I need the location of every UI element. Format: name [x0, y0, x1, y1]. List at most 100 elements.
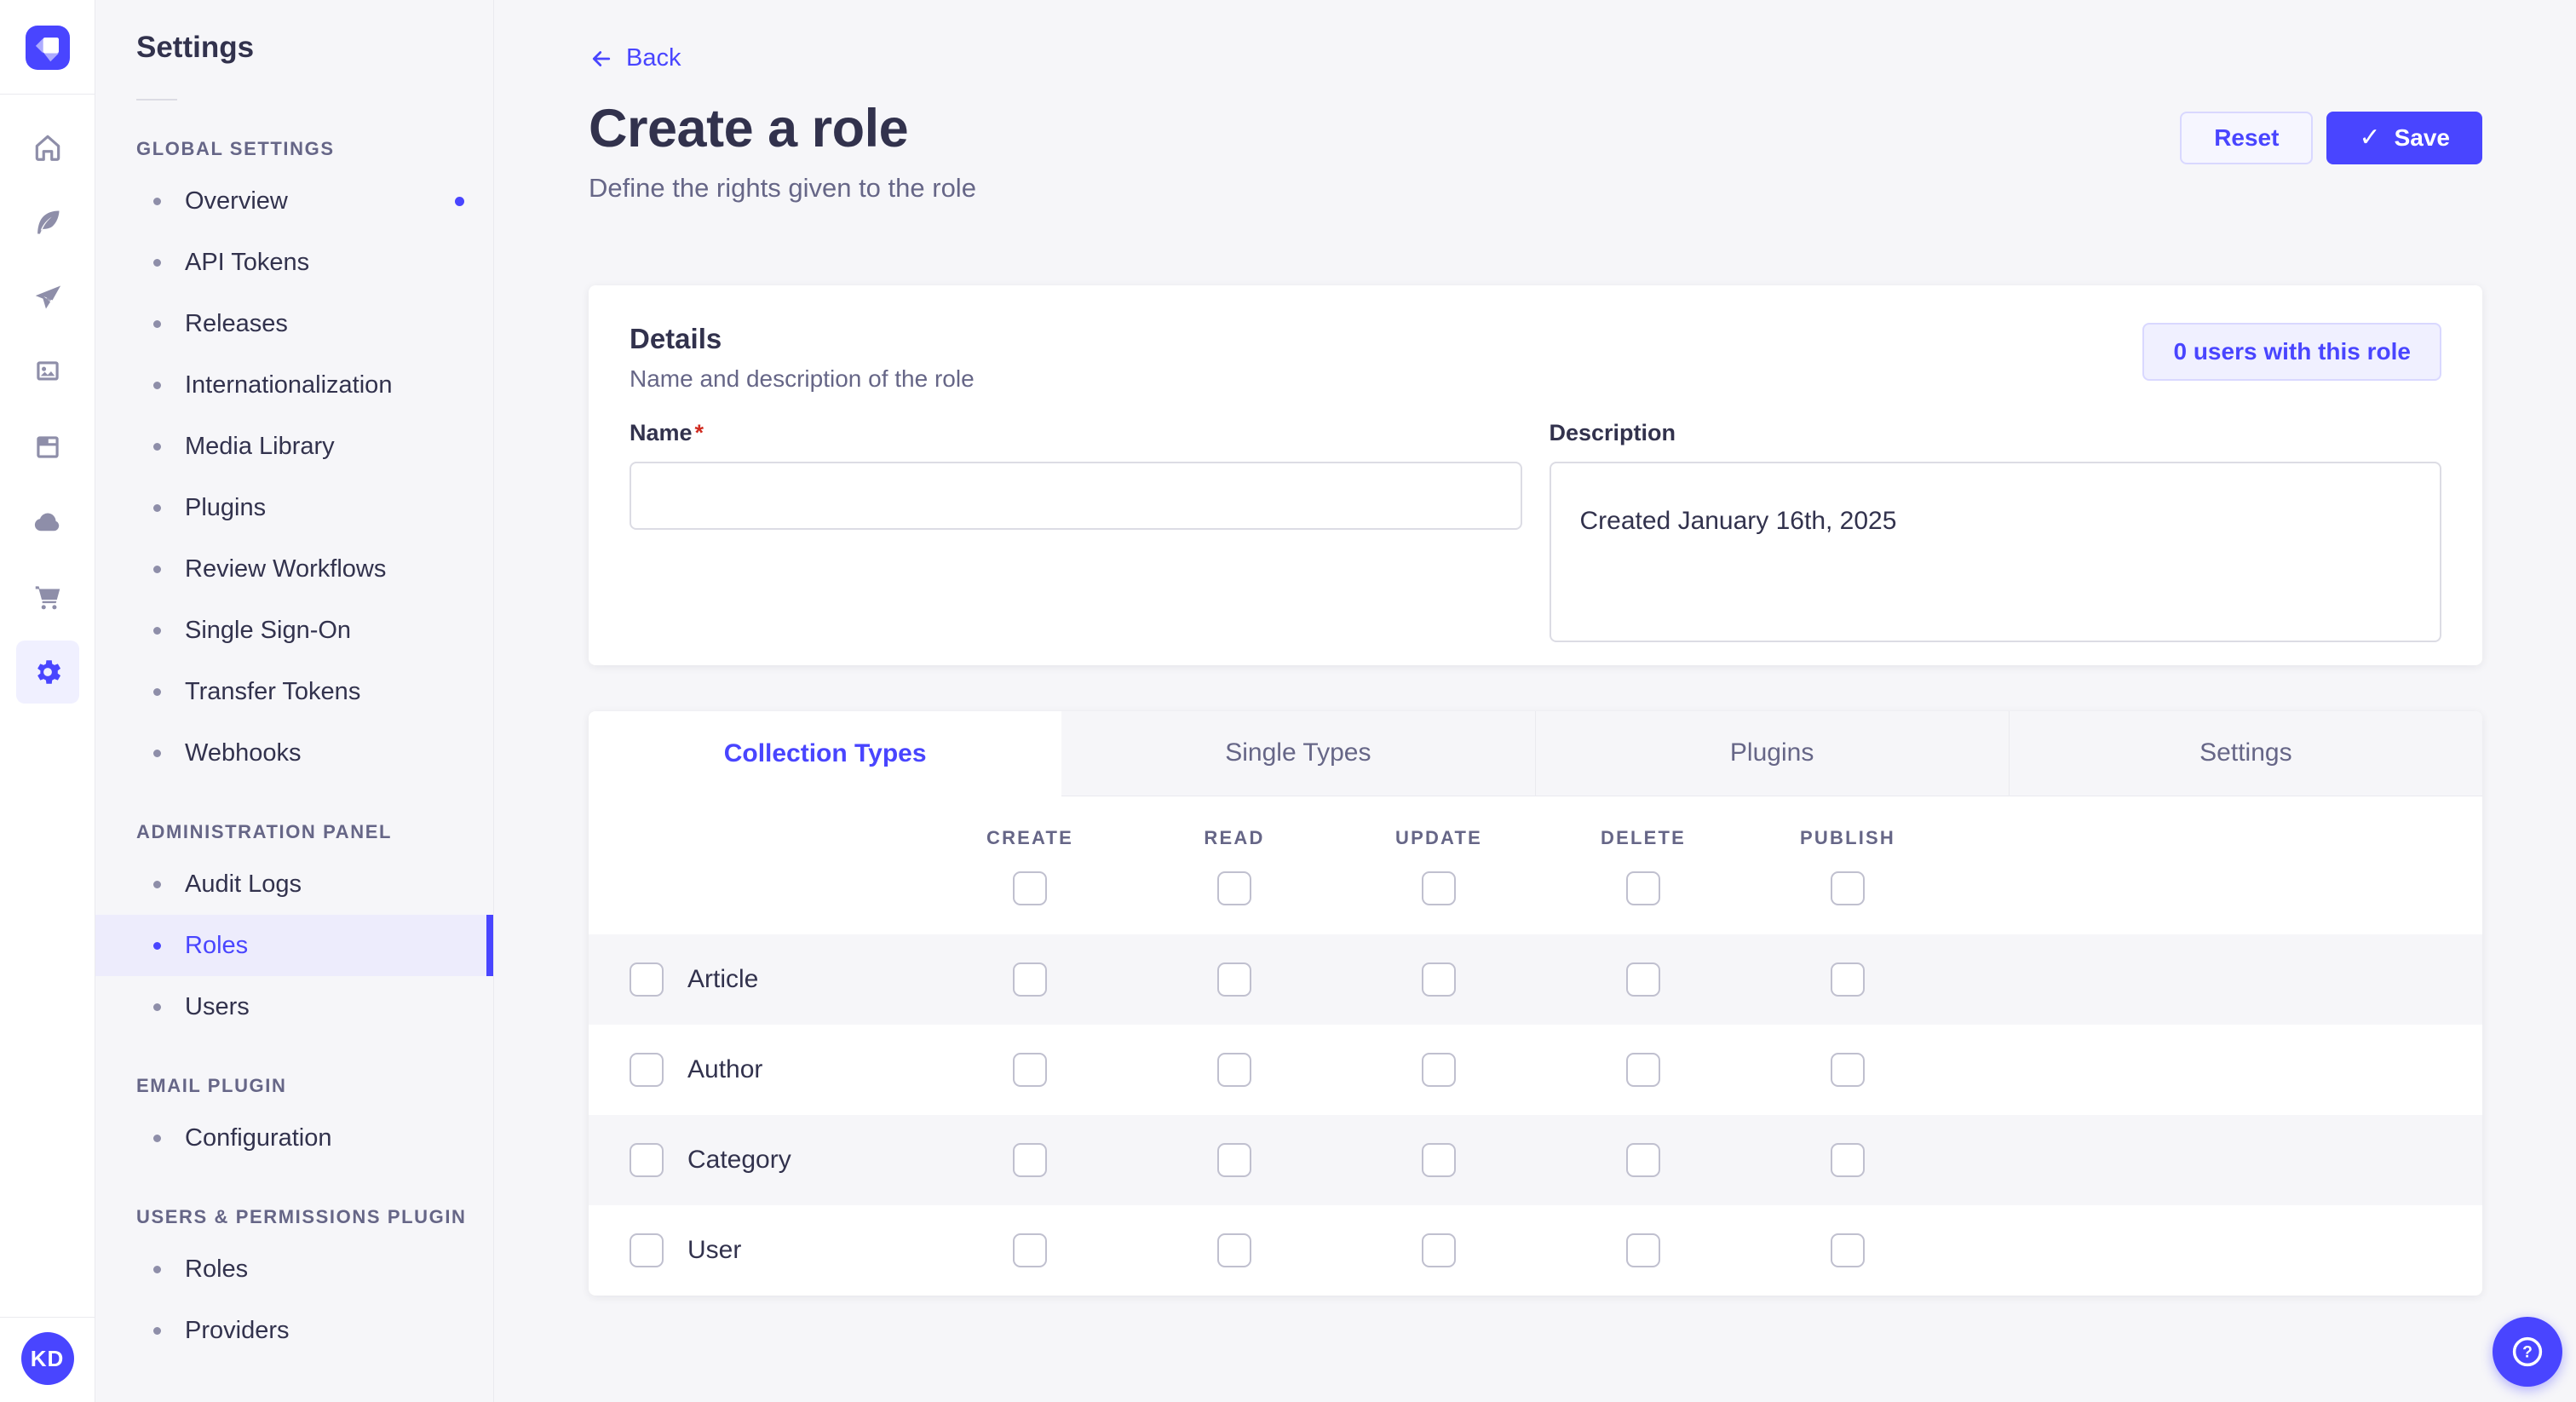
sidebar-item-internationalization[interactable]: Internationalization	[95, 354, 493, 416]
row-select-checkbox-author[interactable]	[630, 1052, 664, 1087]
sidebar-item-media-library[interactable]: Media Library	[95, 416, 493, 477]
back-arrow-icon	[592, 50, 611, 66]
sidebar-item-label: API Tokens	[185, 248, 310, 276]
row-select-checkbox-article[interactable]	[630, 962, 664, 997]
help-button[interactable]: ?	[2493, 1317, 2562, 1387]
sidebar-item-transfer-tokens[interactable]: Transfer Tokens	[95, 661, 493, 722]
bullet-icon	[153, 1265, 161, 1273]
rail-icon-menu	[15, 110, 79, 710]
author-delete-checkbox[interactable]	[1626, 1052, 1660, 1087]
sidebar-title-divider	[136, 99, 177, 101]
permissions-tabs: Collection Types Single Types Plugins Se…	[589, 710, 2482, 796]
media-library-icon[interactable]	[16, 341, 79, 404]
tab-single-types[interactable]: Single Types	[1061, 710, 1535, 796]
sidebar-item-label: Single Sign-On	[185, 616, 352, 644]
article-read-checkbox[interactable]	[1217, 962, 1251, 997]
user-publish-checkbox[interactable]	[1831, 1232, 1865, 1267]
bullet-icon	[153, 197, 161, 205]
article-create-checkbox[interactable]	[1013, 962, 1047, 997]
article-delete-checkbox[interactable]	[1626, 962, 1660, 997]
sidebar-item-single-sign-on[interactable]: Single Sign-On	[95, 600, 493, 661]
tab-plugins[interactable]: Plugins	[1534, 710, 2009, 796]
details-title: Details	[630, 322, 722, 354]
sidebar-item-label: Transfer Tokens	[185, 677, 361, 705]
tab-settings[interactable]: Settings	[2008, 710, 2482, 796]
sidebar-item-overview[interactable]: Overview	[95, 170, 493, 232]
user-delete-checkbox[interactable]	[1626, 1232, 1660, 1267]
author-create-checkbox[interactable]	[1013, 1052, 1047, 1087]
sidebar-item-releases[interactable]: Releases	[95, 293, 493, 354]
user-create-checkbox[interactable]	[1013, 1232, 1047, 1267]
select-all-publish-checkbox[interactable]	[1831, 871, 1865, 905]
home-icon[interactable]	[16, 116, 79, 179]
layout-icon[interactable]	[16, 416, 79, 479]
sidebar-item-api-tokens[interactable]: API Tokens	[95, 232, 493, 293]
bullet-icon	[153, 880, 161, 888]
sidebar-item-review-workflows[interactable]: Review Workflows	[95, 538, 493, 600]
role-description-textarea[interactable]: Created January 16th, 2025	[1549, 461, 2441, 642]
app-nav-rail: KD	[0, 0, 95, 1402]
select-all-update-checkbox[interactable]	[1422, 871, 1456, 905]
sidebar-item-webhooks[interactable]: Webhooks	[95, 722, 493, 784]
select-all-read-checkbox[interactable]	[1217, 871, 1251, 905]
sidebar-item-up-roles[interactable]: Roles	[95, 1238, 493, 1300]
bullet-icon	[153, 749, 161, 757]
sidebar-item-users[interactable]: Users	[95, 976, 493, 1037]
permission-row-author: Author	[589, 1025, 2482, 1115]
gear-icon[interactable]	[15, 641, 79, 704]
tab-collection-types[interactable]: Collection Types	[589, 710, 1062, 796]
category-create-checkbox[interactable]	[1013, 1142, 1047, 1177]
category-read-checkbox[interactable]	[1217, 1142, 1251, 1177]
sidebar-item-configuration[interactable]: Configuration	[95, 1107, 493, 1169]
sidebar-item-audit-logs[interactable]: Audit Logs	[95, 853, 493, 915]
page-header-text: Create a role Define the rights given to…	[589, 98, 976, 204]
help-icon: ?	[2512, 1336, 2543, 1367]
bullet-icon	[153, 1326, 161, 1335]
sidebar-item-roles-active[interactable]: Roles	[95, 915, 493, 976]
sidebar-item-plugins[interactable]: Plugins	[95, 477, 493, 538]
user-read-checkbox[interactable]	[1217, 1232, 1251, 1267]
bullet-icon	[153, 1003, 161, 1011]
role-name-input[interactable]	[630, 461, 1522, 530]
select-all-create-checkbox[interactable]	[1013, 871, 1047, 905]
details-subtitle: Name and description of the role	[630, 365, 975, 392]
article-update-checkbox[interactable]	[1422, 962, 1456, 997]
reset-button[interactable]: Reset	[2180, 111, 2314, 164]
author-update-checkbox[interactable]	[1422, 1052, 1456, 1087]
bullet-icon	[153, 381, 161, 389]
sidebar-item-providers[interactable]: Providers	[95, 1300, 493, 1361]
back-link[interactable]: Back	[589, 44, 681, 72]
category-delete-checkbox[interactable]	[1626, 1142, 1660, 1177]
paper-plane-icon[interactable]	[16, 266, 79, 329]
article-publish-checkbox[interactable]	[1831, 962, 1865, 997]
strapi-logo[interactable]	[25, 26, 70, 70]
section-label-global-settings: GLOBAL SETTINGS	[136, 138, 335, 159]
save-button[interactable]: ✓ Save	[2326, 111, 2482, 164]
author-read-checkbox[interactable]	[1217, 1052, 1251, 1087]
bullet-icon	[153, 503, 161, 512]
sidebar-item-label: Roles	[185, 931, 249, 959]
cart-icon[interactable]	[16, 566, 79, 629]
bullet-icon	[153, 442, 161, 451]
permissions-table-header: CREATE READ UPDATE DELETE PUBLISH	[589, 796, 2482, 934]
user-avatar[interactable]: KD	[20, 1332, 74, 1385]
rail-bottom: KD	[0, 1317, 95, 1402]
row-select-checkbox-user[interactable]	[630, 1232, 664, 1267]
category-update-checkbox[interactable]	[1422, 1142, 1456, 1177]
page-title: Create a role	[589, 98, 909, 158]
feather-icon[interactable]	[16, 191, 79, 254]
user-update-checkbox[interactable]	[1422, 1232, 1456, 1267]
sidebar-item-label: Releases	[185, 309, 288, 337]
select-all-delete-checkbox[interactable]	[1626, 871, 1660, 905]
cloud-icon[interactable]	[16, 491, 79, 554]
row-label: User	[687, 1235, 742, 1264]
rail-bottom-divider	[0, 1317, 95, 1318]
bullet-icon	[153, 941, 161, 950]
category-publish-checkbox[interactable]	[1831, 1142, 1865, 1177]
users-with-role-button[interactable]: 0 users with this role	[2142, 322, 2441, 381]
row-select-checkbox-category[interactable]	[630, 1142, 664, 1177]
page-header: Create a role Define the rights given to…	[589, 98, 2482, 204]
author-publish-checkbox[interactable]	[1831, 1052, 1865, 1087]
sidebar-item-label: Users	[185, 992, 250, 1020]
